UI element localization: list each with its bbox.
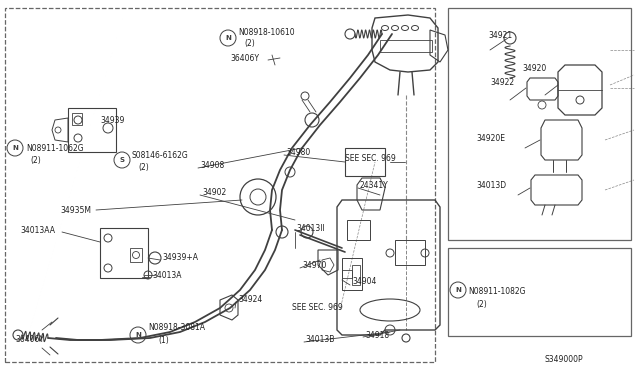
Text: (2): (2) bbox=[244, 38, 255, 48]
Text: 34970: 34970 bbox=[302, 260, 326, 269]
Text: N: N bbox=[135, 332, 141, 338]
Text: N: N bbox=[225, 35, 231, 41]
Bar bbox=[380, 40, 432, 52]
Bar bbox=[5, 8, 435, 362]
Text: N08918-3081A: N08918-3081A bbox=[148, 324, 205, 333]
Bar bbox=[68, 108, 116, 152]
Text: 34924: 34924 bbox=[238, 295, 262, 305]
Bar bbox=[448, 8, 631, 240]
Text: 34921: 34921 bbox=[488, 31, 512, 39]
Text: 34920E: 34920E bbox=[476, 134, 505, 142]
Text: 36406Y: 36406Y bbox=[230, 54, 259, 62]
Text: 34013A: 34013A bbox=[152, 270, 182, 279]
Text: 34013AA: 34013AA bbox=[20, 225, 55, 234]
Text: 34922: 34922 bbox=[490, 77, 514, 87]
Bar bbox=[130, 248, 142, 262]
Text: N: N bbox=[455, 287, 461, 293]
Text: 34920: 34920 bbox=[522, 64, 547, 73]
Text: 34980: 34980 bbox=[286, 148, 310, 157]
Text: 34918: 34918 bbox=[365, 330, 389, 340]
Text: S349000P: S349000P bbox=[545, 356, 584, 365]
Text: N08918-10610: N08918-10610 bbox=[238, 28, 294, 36]
Text: S: S bbox=[120, 157, 125, 163]
Text: N: N bbox=[12, 145, 18, 151]
Bar bbox=[448, 248, 631, 336]
Text: N08911-1082G: N08911-1082G bbox=[468, 288, 525, 296]
Text: (2): (2) bbox=[476, 299, 487, 308]
Bar bbox=[72, 113, 82, 125]
Text: 34013D: 34013D bbox=[476, 180, 506, 189]
Text: (2): (2) bbox=[138, 163, 148, 171]
Text: 34939+A: 34939+A bbox=[162, 253, 198, 263]
Text: 34013B: 34013B bbox=[305, 336, 334, 344]
Text: 34013II: 34013II bbox=[296, 224, 324, 232]
Text: 34902: 34902 bbox=[202, 187, 227, 196]
Text: 36406Y: 36406Y bbox=[15, 336, 44, 344]
Text: 34939: 34939 bbox=[100, 115, 124, 125]
Text: 34904: 34904 bbox=[352, 278, 376, 286]
Text: 34908: 34908 bbox=[200, 160, 224, 170]
Text: N08911-1062G: N08911-1062G bbox=[26, 144, 84, 153]
Text: (1): (1) bbox=[158, 336, 169, 344]
Bar bbox=[345, 148, 385, 176]
Text: 34935M: 34935M bbox=[60, 205, 91, 215]
Bar bbox=[100, 228, 148, 278]
Text: 24341Y: 24341Y bbox=[360, 180, 388, 189]
Text: S08146-6162G: S08146-6162G bbox=[132, 151, 189, 160]
Text: SEE SEC. 969: SEE SEC. 969 bbox=[345, 154, 396, 163]
Text: SEE SEC. 969: SEE SEC. 969 bbox=[292, 304, 343, 312]
Text: (2): (2) bbox=[30, 155, 41, 164]
